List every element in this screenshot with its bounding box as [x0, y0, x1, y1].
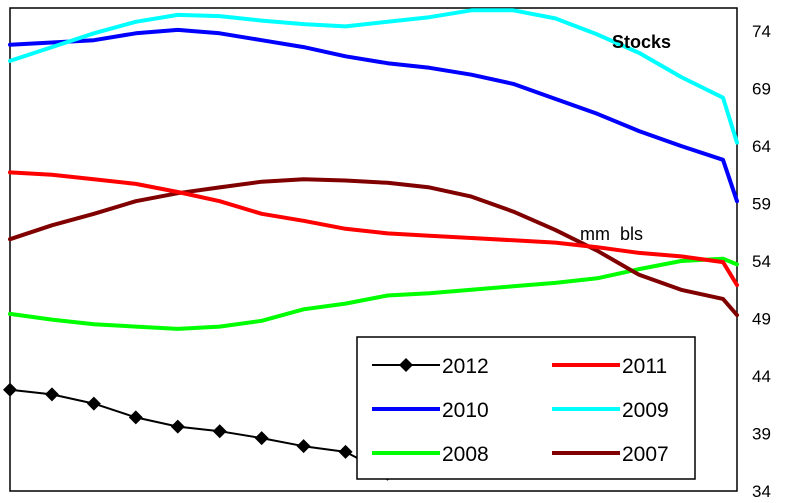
data-point-2012: [128, 410, 143, 425]
data-point-2012: [296, 439, 311, 454]
series-line-2011: [8, 170, 739, 288]
series-line-2008: [8, 256, 739, 331]
y-tick-label: 39: [752, 425, 771, 444]
y-tick-label: 59: [752, 195, 771, 214]
data-point-2012: [170, 419, 185, 434]
legend-label-2009: 2009: [622, 399, 669, 422]
y-tick-label: 44: [752, 367, 771, 386]
data-point-2012: [3, 382, 17, 397]
chart-title: Stocks: [612, 32, 671, 52]
series-layer: [3, 8, 739, 481]
data-point-2012: [44, 387, 59, 402]
legend: 2012 2011 2010 2009 2008 2007: [356, 336, 696, 480]
y-tick-label: 74: [752, 22, 771, 41]
data-point-2012: [212, 424, 227, 439]
units-annotation: mm bls: [580, 224, 643, 244]
y-tick-label: 49: [752, 310, 771, 329]
legend-label-2011: 2011: [622, 355, 667, 378]
data-point-2012: [338, 444, 353, 459]
y-tick-label: 34: [752, 482, 771, 501]
y-tick-label: 64: [752, 137, 771, 156]
data-point-2012: [254, 431, 269, 446]
legend-marker-2012: [399, 358, 413, 372]
series-line-2012: [9, 388, 389, 475]
legend-label-2007: 2007: [622, 443, 669, 466]
data-point-2012: [86, 396, 101, 411]
y-tick-label: 54: [752, 252, 771, 271]
y-axis: 34 39 44 49 54 59 64 69 74: [752, 22, 771, 501]
series-line-2009: [8, 8, 739, 145]
series-line-2007: [8, 177, 739, 318]
series-line-2010: [8, 27, 739, 204]
legend-label-2012: 2012: [442, 355, 489, 378]
legend-label-2010: 2010: [442, 399, 489, 422]
legend-label-2008: 2008: [442, 443, 489, 466]
y-tick-label: 69: [752, 80, 771, 99]
